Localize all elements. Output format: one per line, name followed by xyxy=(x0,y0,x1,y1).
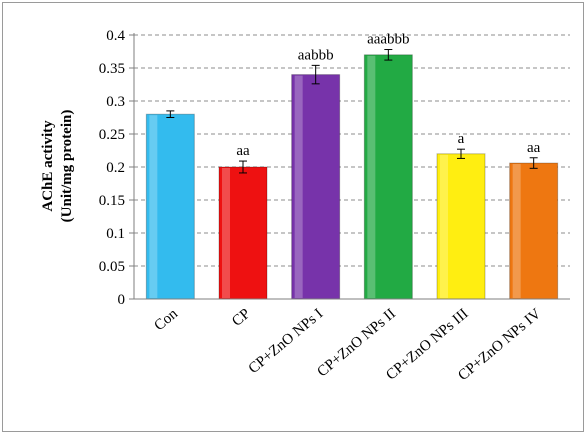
y-tick-label-1: 0.05 xyxy=(99,259,125,275)
bar-2 xyxy=(291,74,341,300)
bar-highlight-0 xyxy=(149,115,158,298)
y-tick-label-8: 0.4 xyxy=(106,28,125,44)
bar-highlight-2 xyxy=(294,75,303,298)
x-tick-label-0: Con xyxy=(151,305,181,334)
data-label-2: aabbb xyxy=(298,47,334,63)
y-axis-label-line2: (Unit/mg protein) xyxy=(59,110,75,223)
y-tick-label-3: 0.15 xyxy=(99,193,125,209)
data-label-3: aaabbb xyxy=(367,32,409,48)
y-tick-label-7: 0.35 xyxy=(99,61,125,77)
y-tick-label-5: 0.25 xyxy=(99,127,125,143)
bar-highlight-4 xyxy=(440,154,448,298)
bar-highlight-3 xyxy=(367,55,376,298)
bar-highlight-5 xyxy=(512,164,521,298)
bar-highlight-1 xyxy=(222,168,230,298)
data-label-4: a xyxy=(458,131,465,147)
y-axis-label-line1: AChE activity xyxy=(40,120,56,212)
bar-0 xyxy=(145,113,195,300)
y-tick-label-2: 0.1 xyxy=(106,226,125,242)
error-bars xyxy=(166,49,538,174)
y-tick-label-4: 0.2 xyxy=(106,160,125,176)
y-tick-label-0: 0 xyxy=(118,292,126,308)
gridlines xyxy=(134,34,570,267)
x-tick-label-2: CP+ZnO NPs I xyxy=(246,306,327,377)
y-axis: 0 0.05 0.1 0.15 0.2 0.25 0.3 0.35 0.4 xyxy=(99,28,135,308)
x-tick-label-1: CP xyxy=(229,306,253,330)
data-label-1: aa xyxy=(236,143,250,159)
bar-1 xyxy=(218,166,268,300)
y-tick-label-6: 0.3 xyxy=(106,94,125,110)
bar-5 xyxy=(509,162,559,300)
data-label-5: aa xyxy=(527,140,541,156)
bars xyxy=(145,54,559,300)
